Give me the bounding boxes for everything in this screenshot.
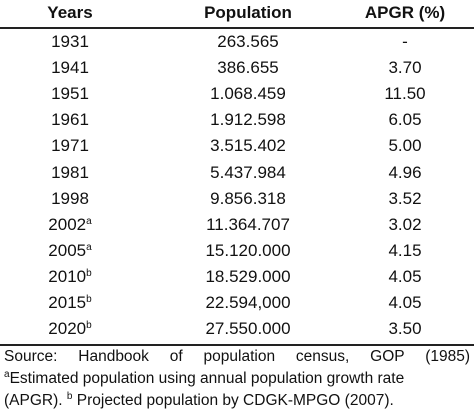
year: 1971 bbox=[51, 136, 89, 156]
apgr-cell: - bbox=[402, 32, 408, 51]
year-cell: 2020b bbox=[48, 319, 91, 339]
population-cell: 18.529.000 bbox=[205, 266, 291, 286]
year: 2010 bbox=[48, 266, 87, 286]
column-header: Population bbox=[204, 3, 292, 22]
apgr-cell: 3.52 bbox=[388, 188, 422, 208]
footnote-mark: a bbox=[86, 241, 92, 253]
source-note: Source: Handbook of population census, G… bbox=[4, 348, 470, 365]
year: 1998 bbox=[51, 188, 89, 208]
year: 1961 bbox=[51, 110, 89, 130]
apgr-cell: 4.96 bbox=[388, 162, 422, 182]
apgr-cell: 5.00 bbox=[388, 136, 422, 156]
year-cell: 1951 bbox=[51, 84, 89, 104]
column-header: Years bbox=[47, 3, 93, 22]
year-cell: 1981 bbox=[51, 163, 89, 183]
year-cell: 1998 bbox=[51, 189, 89, 209]
population-cell: 3.515.402 bbox=[210, 136, 286, 156]
population-cell: 5.437.984 bbox=[210, 162, 286, 182]
footnote-mark: b bbox=[66, 391, 73, 402]
year-cell: 2002a bbox=[48, 215, 91, 235]
population-cell: 386.655 bbox=[217, 58, 279, 78]
apgr-cell: 3.50 bbox=[388, 319, 422, 339]
footnote-mark: b bbox=[86, 294, 92, 305]
apgr-cell: 4.05 bbox=[388, 293, 422, 312]
footnote-text: Projected population by CDGK-MPGO (2007)… bbox=[76, 392, 394, 409]
column-header: APGR (%) bbox=[364, 3, 446, 22]
population-cell: 9.856.318 bbox=[210, 188, 286, 208]
header-rule bbox=[0, 27, 474, 29]
year-cell: 1931 bbox=[51, 32, 89, 52]
year-cell: 1961 bbox=[51, 110, 89, 130]
bottom-rule bbox=[0, 344, 474, 346]
population-cell: 11.364.707 bbox=[206, 214, 290, 234]
apgr-cell: 11.50 bbox=[384, 84, 426, 104]
year-cell: 2010b bbox=[48, 267, 91, 287]
footnote-text: Estimated population using annual popula… bbox=[9, 370, 405, 387]
footnote-mark: a bbox=[86, 215, 92, 227]
population-cell: 22.594,000 bbox=[205, 293, 291, 312]
apgr-cell: 4.05 bbox=[388, 266, 422, 286]
population-cell: 263.565 bbox=[217, 32, 279, 51]
year-cell: 2005a bbox=[48, 241, 91, 261]
footnote-mark: b bbox=[86, 267, 92, 279]
apgr-cell: 3.02 bbox=[388, 214, 422, 234]
year: 1981 bbox=[51, 162, 89, 182]
year-cell: 2015b bbox=[48, 293, 91, 313]
apgr-cell: 6.05 bbox=[388, 110, 422, 130]
population-cell: 1.912.598 bbox=[210, 110, 286, 130]
population-cell: 1.068.459 bbox=[210, 84, 286, 104]
year: 1941 bbox=[51, 58, 89, 78]
footnote-mark: b bbox=[86, 320, 92, 332]
year: 1951 bbox=[51, 84, 89, 104]
year: 2005 bbox=[48, 240, 87, 260]
year: 2002 bbox=[48, 214, 87, 234]
footnote-b: (APGR). b Projected population by CDGK-M… bbox=[4, 392, 394, 410]
year: 2015 bbox=[48, 293, 87, 312]
footnote-a: aEstimated population using annual popul… bbox=[4, 370, 404, 388]
apgr-cell: 4.15 bbox=[388, 240, 422, 260]
population-cell: 27.550.000 bbox=[205, 319, 291, 339]
footnote-mark: a bbox=[4, 369, 10, 380]
year: 2020 bbox=[48, 319, 87, 339]
year-cell: 1971 bbox=[51, 136, 89, 156]
apgr-cell: 3.70 bbox=[388, 58, 422, 78]
year: 1931 bbox=[51, 32, 89, 51]
population-cell: 15.120.000 bbox=[205, 240, 291, 260]
footnote-text: (APGR). bbox=[4, 392, 63, 409]
year-cell: 1941 bbox=[51, 58, 89, 78]
